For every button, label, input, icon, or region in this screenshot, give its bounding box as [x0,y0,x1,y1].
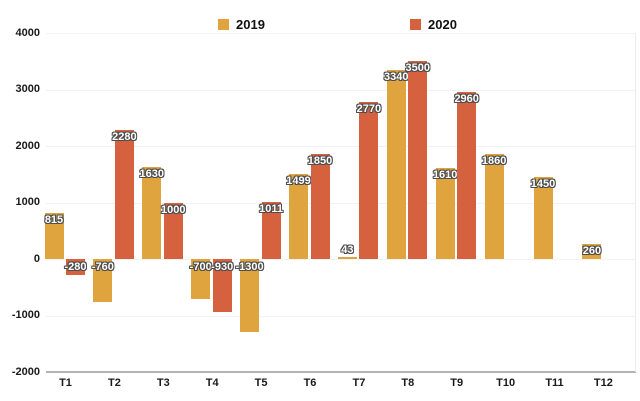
x-tick-label-T10: T10 [496,377,516,389]
gridline--1000 [46,315,636,317]
gridline-3000 [46,89,636,91]
bar-2019-T5[interactable] [240,259,260,333]
bar-value-label-2020-T4: -930 [211,261,234,273]
bar-2019-T4[interactable] [191,259,211,299]
x-tick-label-T9: T9 [450,377,464,389]
x-tick-label-T11: T11 [545,377,564,389]
y-tick-label-3000: 3000 [15,83,40,95]
bar-2019-T2[interactable] [93,259,113,302]
bar-value-label-2020-T1: -280 [64,261,87,273]
bar-value-label-2020-T2: 2280 [112,131,137,144]
x-tick-label-T7: T7 [352,377,366,389]
bar-value-label-2019-T10: 1860 [481,154,507,167]
bar-2019-T9[interactable] [435,168,455,259]
legend-item-2019[interactable]: 2019 [218,17,265,32]
legend-swatch-2019-icon [218,19,229,30]
gridline-0 [46,259,636,260]
bar-value-label-2019-T12: 260 [582,245,602,258]
legend-item-2020[interactable]: 2020 [410,17,457,32]
y-tick-label--1000: -1000 [11,309,40,321]
bar-value-label-2019-T1: 815 [44,213,64,226]
bar-value-label-2019-T9: 1610 [432,169,458,182]
plot-right-border [635,33,636,372]
bar-value-label-2020-T9: 2960 [454,92,479,105]
legend-label-2019: 2019 [236,17,265,32]
bar-2019-T11[interactable] [533,177,553,259]
bar-2020-T6[interactable] [310,154,330,259]
gridline-4000 [46,33,636,34]
bar-2020-T8[interactable] [408,61,428,259]
bar-value-label-2020-T3: 1000 [161,203,186,216]
x-tick-label-T2: T2 [107,377,121,389]
bar-value-label-2019-T4: -700 [189,261,212,273]
bar-value-label-2020-T5: 1011 [259,202,284,215]
x-tick-label-T3: T3 [156,377,170,389]
x-axis-line [46,371,636,373]
x-tick-label-T8: T8 [401,377,415,389]
bar-2020-T1[interactable] [66,259,85,275]
y-tick-label--2000: -2000 [11,365,40,378]
bar-2020-T4[interactable] [212,259,232,312]
bar-2020-T9[interactable] [457,91,477,259]
y-tick-label-4000: 4000 [15,26,40,39]
bar-value-label-2019-T2: -760 [91,261,114,273]
bar-2019-T6[interactable] [289,174,308,259]
legend-label-2020: 2020 [428,17,457,32]
x-tick-label-T12: T12 [593,377,613,389]
bar-2019-T12[interactable] [582,244,602,259]
gridline-1000 [46,202,636,204]
bar-value-label-2019-T5: -1300 [235,261,264,273]
bar-value-label-2019-T8: 3340 [384,71,409,84]
gridline-2000 [46,146,636,147]
bar-2020-T3[interactable] [163,202,183,259]
bar-value-label-2020-T6: 1850 [307,155,333,168]
bar-2020-T5[interactable] [261,201,281,259]
bar-2019-T3[interactable] [142,166,162,259]
bar-value-label-2020-T8: 3500 [405,62,431,75]
legend-swatch-2020-icon [410,19,421,30]
x-tick-label-T6: T6 [303,377,317,389]
y-tick-label-2000: 2000 [15,139,40,152]
bar-2019-T10[interactable] [484,153,504,259]
x-tick-label-T1: T1 [59,377,72,389]
bar-value-label-2019-T11: 1450 [530,178,556,191]
bar-2020-T7[interactable] [359,102,379,259]
bar-value-label-2020-T7: 2770 [356,103,382,116]
y-tick-label-0: 0 [33,252,40,265]
bar-2019-T7[interactable] [337,256,357,259]
x-tick-label-T5: T5 [254,377,268,389]
bar-2019-T1[interactable] [44,212,64,259]
bar-2019-T8[interactable] [386,70,406,259]
bar-2020-T2[interactable] [114,130,134,259]
bar-value-label-2019-T3: 1630 [139,167,165,180]
bar-value-label-2019-T7: 43 [341,243,354,256]
x-tick-label-T4: T4 [205,377,219,389]
y-tick-label-1000: 1000 [15,196,40,208]
bar-value-label-2019-T6: 1499 [286,175,311,188]
